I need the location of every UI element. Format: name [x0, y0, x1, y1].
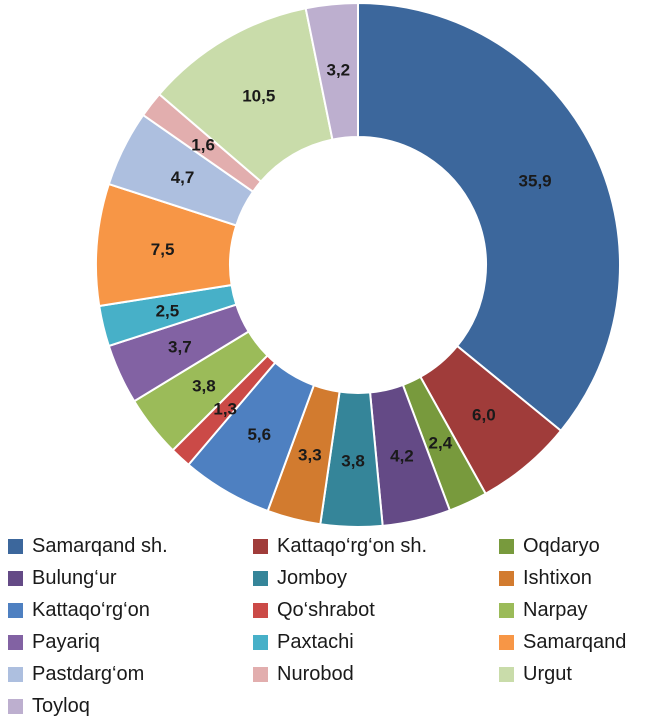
- donut-svg: 35,9 6,0 2,4 4,2 3,8 3,3 5,6 1,3 3,8 3,7 2,5 7,5 4,7…: [95, 1, 621, 528]
- legend-item-paxtachi: Paxtachi: [253, 626, 354, 658]
- legend-swatch: [8, 698, 23, 714]
- slice-toyloq: [304, 1, 359, 141]
- legend-label: Paxtachi: [277, 630, 354, 653]
- data-label-nurobod: 1,6: [191, 135, 215, 154]
- legend-label: Samarqand sh.: [32, 534, 168, 557]
- legend-label: Toyloq: [32, 694, 90, 717]
- data-label-jomboy: 3,8: [341, 451, 365, 470]
- slice-samarqand-sh: [357, 1, 621, 433]
- legend-item-kattaqorgon-sh: Kattaqo‘rg‘on sh.: [253, 530, 427, 562]
- data-label-qoshrabot: 1,3: [213, 400, 237, 419]
- legend-item-nurobod: Nurobod: [253, 658, 354, 690]
- legend-swatch: [8, 634, 23, 650]
- legend-label: Payariq: [32, 630, 100, 653]
- data-label-bulungur: 4,2: [390, 447, 414, 466]
- data-label-ishtixon: 3,3: [298, 445, 322, 464]
- data-label-samarqand: 7,5: [151, 240, 175, 259]
- legend-label: Samarqand: [523, 630, 627, 653]
- legend-swatch: [8, 602, 23, 618]
- legend-item-payariq: Payariq: [8, 626, 100, 658]
- data-label-samarqand-sh: 35,9: [519, 171, 552, 190]
- data-label-urgut: 10,5: [242, 86, 275, 105]
- legend-item-ishtixon: Ishtixon: [499, 562, 592, 594]
- legend-swatch: [8, 538, 23, 554]
- legend-label: Bulung‘ur: [32, 566, 117, 589]
- data-label-toyloq: 3,2: [327, 60, 351, 79]
- legend-label: Oqdaryo: [523, 534, 600, 557]
- legend-swatch: [499, 602, 514, 618]
- legend-item-oqdaryo: Oqdaryo: [499, 530, 600, 562]
- legend-swatch: [499, 634, 514, 650]
- legend-item-toyloq: Toyloq: [8, 690, 90, 722]
- data-label-oqdaryo: 2,4: [429, 433, 453, 452]
- legend-label: Narpay: [523, 598, 588, 621]
- data-label-kattaqorgon-sh: 6,0: [472, 406, 496, 425]
- data-label-narpay: 3,8: [192, 377, 216, 396]
- legend-swatch: [8, 666, 23, 682]
- donut-chart: 35,9 6,0 2,4 4,2 3,8 3,3 5,6 1,3 3,8 3,7 2,5 7,5 4,7…: [95, 1, 621, 528]
- legend-swatch: [253, 634, 268, 650]
- legend-swatch: [253, 602, 268, 618]
- legend-item-samarqand: Samarqand: [499, 626, 626, 658]
- legend-label: Pastdarg‘om: [32, 662, 145, 685]
- legend-swatch: [499, 570, 514, 586]
- chart-legend: Samarqand sh. Kattaqo‘rg‘on sh. Oqdaryo Bul…: [8, 530, 668, 728]
- legend-swatch: [253, 570, 268, 586]
- legend-item-jomboy: Jomboy: [253, 562, 347, 594]
- legend-swatch: [499, 538, 514, 554]
- data-label-payariq: 3,7: [168, 337, 192, 356]
- legend-item-kattaqorgon: Kattaqo‘rg‘on: [8, 594, 150, 626]
- legend-item-bulungur: Bulung‘ur: [8, 562, 117, 594]
- legend-swatch: [253, 666, 268, 682]
- legend-label: Kattaqo‘rg‘on: [32, 598, 150, 621]
- legend-label: Kattaqo‘rg‘on sh.: [277, 534, 428, 557]
- legend-swatch: [499, 666, 514, 682]
- legend-swatch: [8, 570, 23, 586]
- data-label-pastdargom: 4,7: [171, 168, 195, 187]
- legend-label: Jomboy: [277, 566, 348, 589]
- legend-swatch: [253, 538, 268, 554]
- legend-label: Qo‘shrabot: [277, 598, 375, 621]
- legend-item-samarqand-sh: Samarqand sh.: [8, 530, 168, 562]
- legend-item-qoshrabot: Qo‘shrabot: [253, 594, 375, 626]
- data-label-kattaqorgon: 5,6: [247, 425, 271, 444]
- data-label-paxtachi: 2,5: [156, 301, 180, 320]
- legend-label: Urgut: [523, 662, 572, 685]
- legend-item-pastdargom: Pastdarg‘om: [8, 658, 144, 690]
- legend-label: Ishtixon: [523, 566, 592, 589]
- legend-item-narpay: Narpay: [499, 594, 587, 626]
- legend-item-urgut: Urgut: [499, 658, 572, 690]
- legend-label: Nurobod: [277, 662, 354, 685]
